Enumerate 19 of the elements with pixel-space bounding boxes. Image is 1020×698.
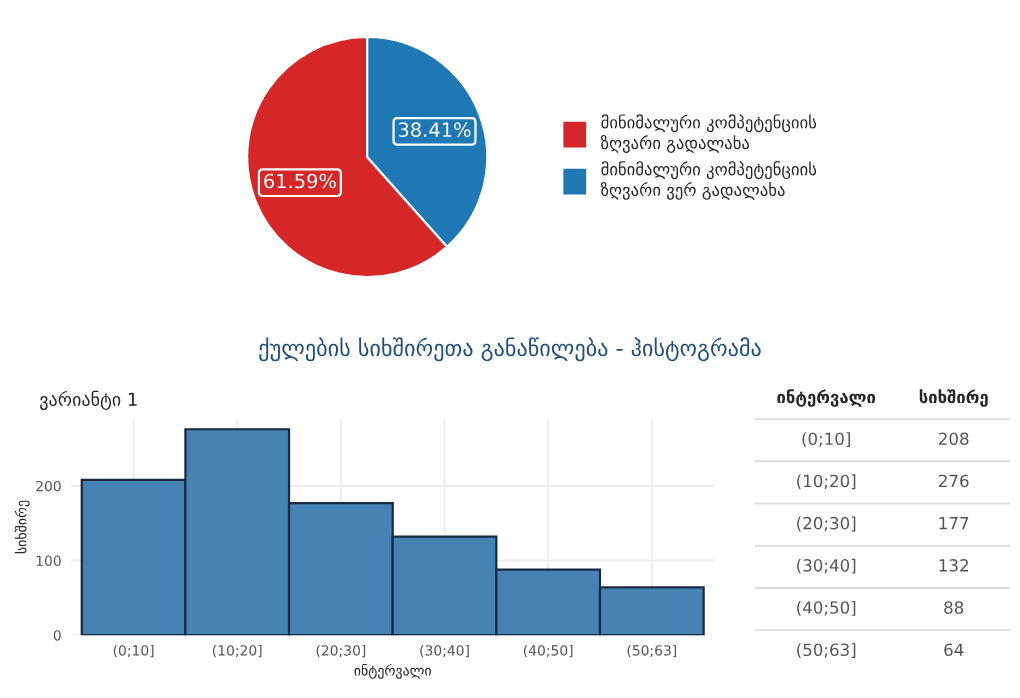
data-label: 208 [939,432,969,446]
category-label: (20;30] [797,516,856,532]
legend-label: მინიმალური კომპეტენციის ზღვარი გადალახა [600,114,817,153]
data-label: 88 [944,601,964,614]
data-label: 64 [944,643,964,657]
chart-title: ქულების სიხშირეთა განაწილება - ჰისტოგრამა [259,337,761,362]
data-label: 132 [939,559,968,572]
category-label: (0;10] [802,432,850,448]
data-label: 276 [939,474,969,488]
data-label: 38.41% [398,122,471,138]
category-label: (40;50] [797,600,856,616]
category-label: (10;20] [797,474,856,490]
legend-label: მინიმალური კომპეტენციის ზღვარი ვერ გადალახა [600,161,817,200]
data-label: 177 [939,517,969,530]
chart-subtitle: ვარიანტი 1 [40,390,137,411]
category-label: (30;40] [797,558,856,574]
text: ინტერვალი [777,389,876,407]
data-label: 61.59% [264,173,336,189]
text: სიხშირე [919,389,988,407]
